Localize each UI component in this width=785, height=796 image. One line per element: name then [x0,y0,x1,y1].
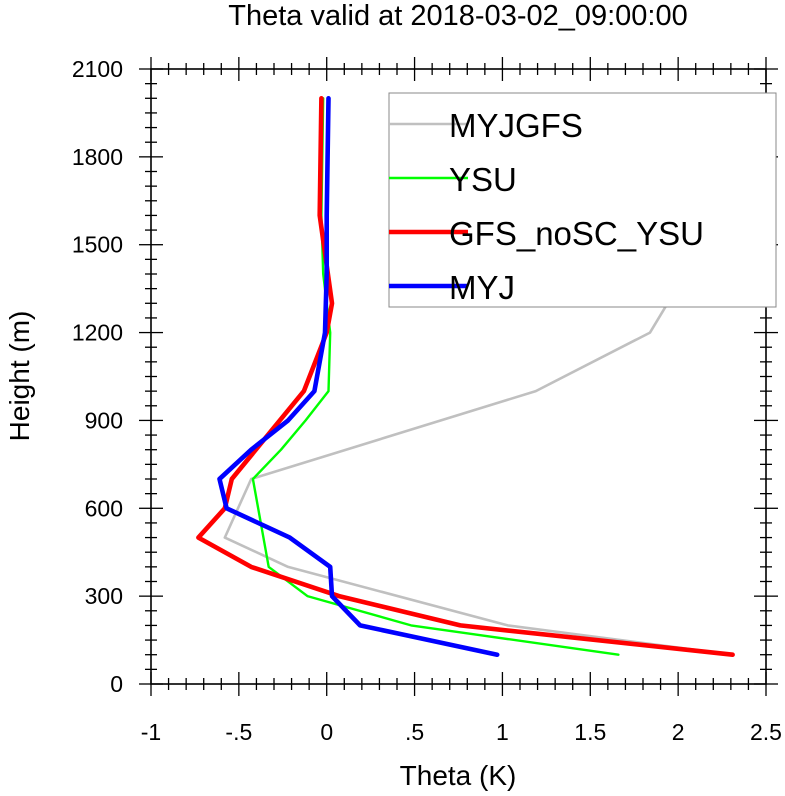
legend-label-myj: MYJ [449,269,515,306]
x-tick-label: 2.5 [750,719,782,745]
x-tick-label: .5 [405,719,424,745]
y-tick-labels: 0 300 600 900 1200 1500 1800 2100 [72,56,123,697]
y-tick-label: 600 [85,495,123,521]
x-tick-label: 1.5 [574,719,606,745]
x-tick-labels: -1 -.5 0 .5 1 1.5 2 2.5 [141,719,782,745]
chart-title: Theta valid at 2018-03-02_09:00:00 [228,0,688,32]
y-tick-label: 900 [85,407,123,433]
x-tick-label: 2 [672,719,685,745]
y-tick-label: 1500 [72,232,123,258]
y-tick-label: 0 [110,671,123,697]
legend-label-myjgfs: MYJGFS [449,107,583,144]
legend: MYJGFS YSU GFS_noSC_YSU MYJ [388,92,777,308]
y-tick-label: 1200 [72,320,123,346]
x-tick-label: -.5 [225,719,252,745]
x-tick-label: 0 [320,719,333,745]
y-axis-title: Height (m) [4,311,35,442]
legend-box [388,92,777,308]
series-line-myj [217,96,500,658]
legend-label-ysu: YSU [449,161,517,198]
y-tick-label: 2100 [72,56,123,82]
series-line-ysu [251,97,620,656]
legend-label-gfs-nosc-ysu: GFS_noSC_YSU [449,215,704,252]
y-tick-label: 300 [85,583,123,609]
x-tick-label: 1 [496,719,509,745]
x-axis-title: Theta (K) [400,760,517,791]
x-tick-label: -1 [141,719,161,745]
series-line-gfs-nosc-ysu [196,96,735,658]
y-tick-label: 1800 [72,144,123,170]
